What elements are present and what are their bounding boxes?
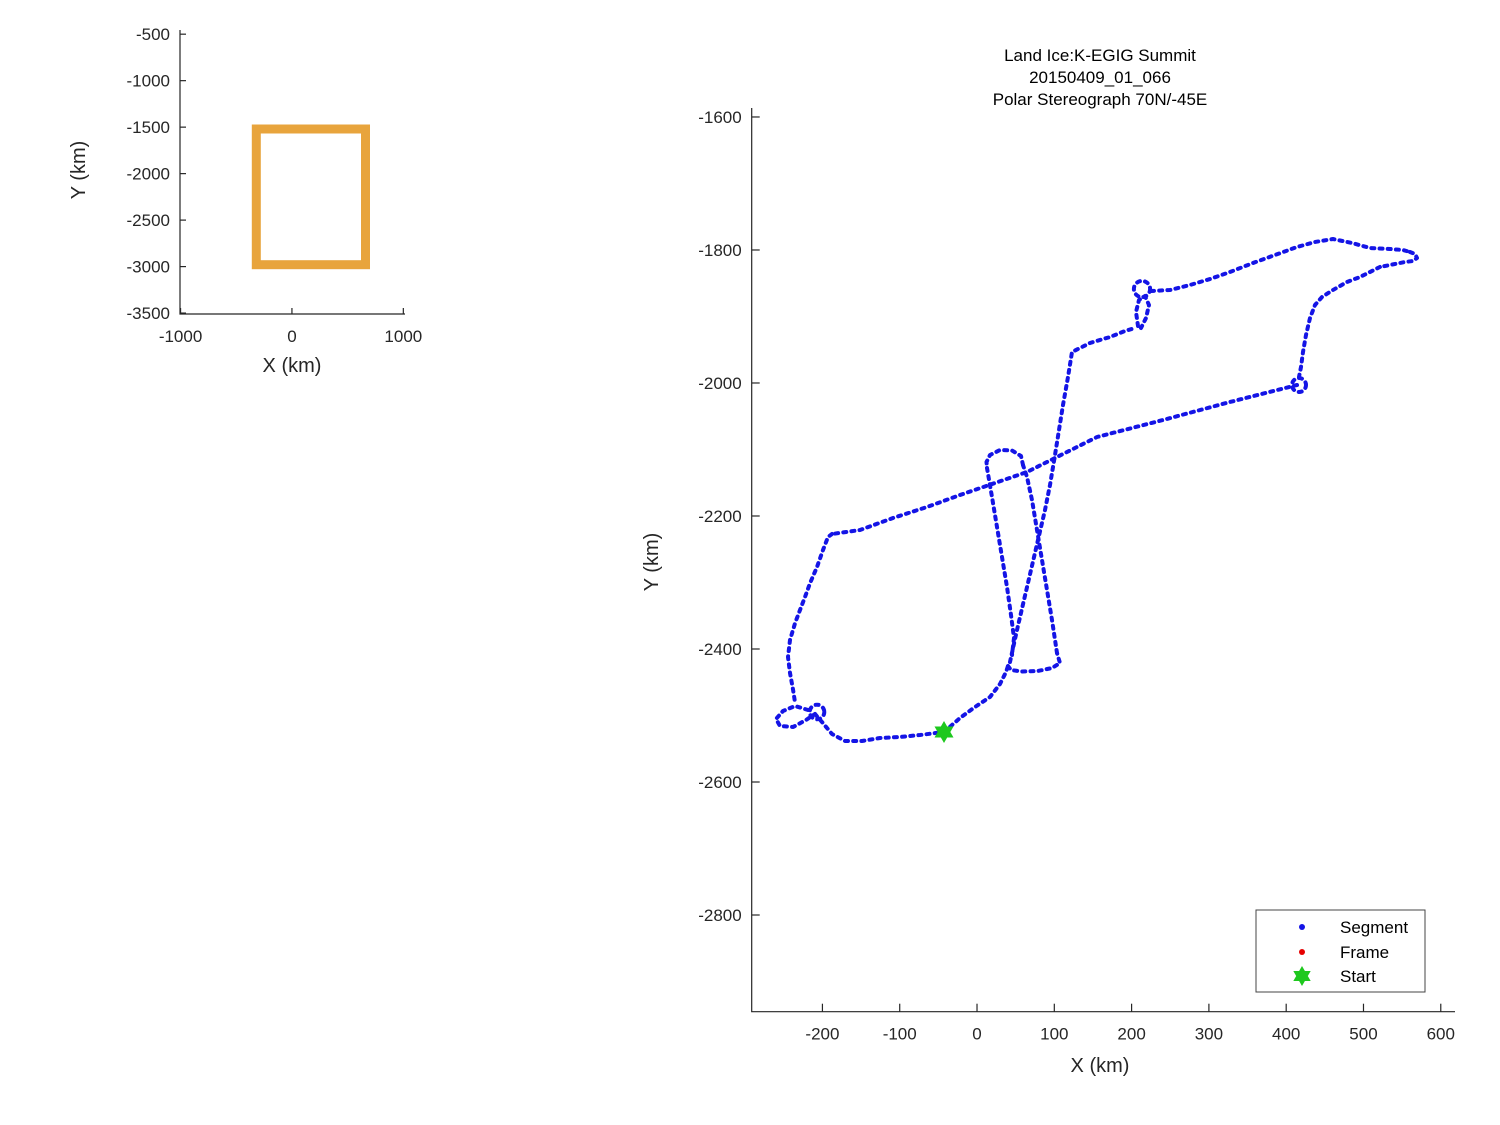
y-tick-label: -1800 — [698, 241, 741, 260]
segment-path — [984, 448, 1025, 470]
main-title-line-3: Polar Stereograph 70N/-45E — [993, 90, 1208, 109]
x-tick-label: 100 — [1040, 1025, 1068, 1044]
y-tick-label: -1600 — [698, 108, 741, 127]
legend-segment-marker-icon — [1299, 924, 1305, 930]
segment-path — [1008, 326, 1137, 664]
y-tick-label: -2600 — [698, 773, 741, 792]
main-title-line-2: 20150409_01_066 — [1029, 68, 1171, 87]
y-tick-label: -1500 — [127, 118, 170, 137]
segment-path — [985, 466, 1016, 657]
segment-path — [1021, 463, 1059, 655]
y-tick-label: -1000 — [127, 72, 170, 91]
x-tick-label: -1000 — [159, 327, 202, 346]
segment-path — [786, 532, 834, 705]
x-tick-label: 500 — [1349, 1025, 1377, 1044]
overview-coverage-rect-group — [251, 124, 370, 270]
legend-label-start: Start — [1340, 967, 1376, 986]
segment-path — [813, 712, 946, 743]
legend-frame-marker-icon — [1299, 949, 1305, 955]
start-marker-icon — [934, 721, 954, 743]
x-tick-label: 400 — [1272, 1025, 1300, 1044]
x-tick-label: 0 — [287, 327, 296, 346]
start-marker — [934, 721, 954, 743]
flight-trajectory — [774, 237, 1419, 743]
segment-path — [1134, 294, 1151, 330]
legend: Segment Frame Start — [1255, 909, 1426, 993]
segment-path — [1297, 265, 1382, 379]
overview-axes: -1000 0 1000 -500 -1000 -1500 -2000 -2500 -3000 -… — [127, 25, 423, 346]
turn-loop — [807, 702, 827, 722]
legend-box — [1255, 909, 1426, 993]
x-tick-label: -200 — [805, 1025, 839, 1044]
y-tick-label: -2200 — [698, 507, 741, 526]
segment-path — [1377, 250, 1419, 269]
main-y-axis-label: Y (km) — [641, 533, 663, 592]
overview-x-axis-label: X (km) — [263, 355, 322, 377]
y-tick-label: -3500 — [127, 304, 170, 323]
main-x-axis-label: X (km) — [1071, 1055, 1130, 1077]
y-tick-label: -3000 — [127, 258, 170, 277]
legend-start-marker-icon — [1293, 966, 1311, 986]
y-tick-label: -2800 — [698, 906, 741, 925]
x-tick-label: 0 — [972, 1025, 981, 1044]
y-tick-label: -2000 — [127, 165, 170, 184]
x-tick-label: 600 — [1427, 1025, 1455, 1044]
segment-path — [830, 383, 1299, 536]
x-tick-label: 300 — [1195, 1025, 1223, 1044]
x-tick-label: 1000 — [384, 327, 422, 346]
y-tick-label: -500 — [136, 25, 170, 44]
overview-y-axis-label: Y (km) — [68, 141, 90, 200]
axis-line — [751, 108, 1455, 1013]
axis-line — [179, 30, 405, 315]
x-tick-label: -100 — [883, 1025, 917, 1044]
y-tick-label: -2500 — [127, 211, 170, 230]
main-title-line-1: Land Ice:K-EGIG Summit — [1004, 46, 1196, 65]
y-tick-label: -2000 — [698, 374, 741, 393]
segment-path — [942, 664, 1010, 734]
legend-label-frame: Frame — [1340, 943, 1389, 962]
segment-path — [1149, 237, 1412, 293]
coverage-rect — [251, 124, 370, 270]
segment-path — [1006, 651, 1062, 674]
turn-loop — [1290, 376, 1308, 394]
x-tick-label: 200 — [1117, 1025, 1145, 1044]
segment-path — [774, 704, 817, 729]
main-axes: -200 -100 0 100 200 300 400 500 600 -1600 -1800 -20… — [698, 108, 1455, 1044]
y-tick-label: -2400 — [698, 640, 741, 659]
legend-label-segment: Segment — [1340, 918, 1408, 937]
turn-loop — [1131, 278, 1153, 300]
